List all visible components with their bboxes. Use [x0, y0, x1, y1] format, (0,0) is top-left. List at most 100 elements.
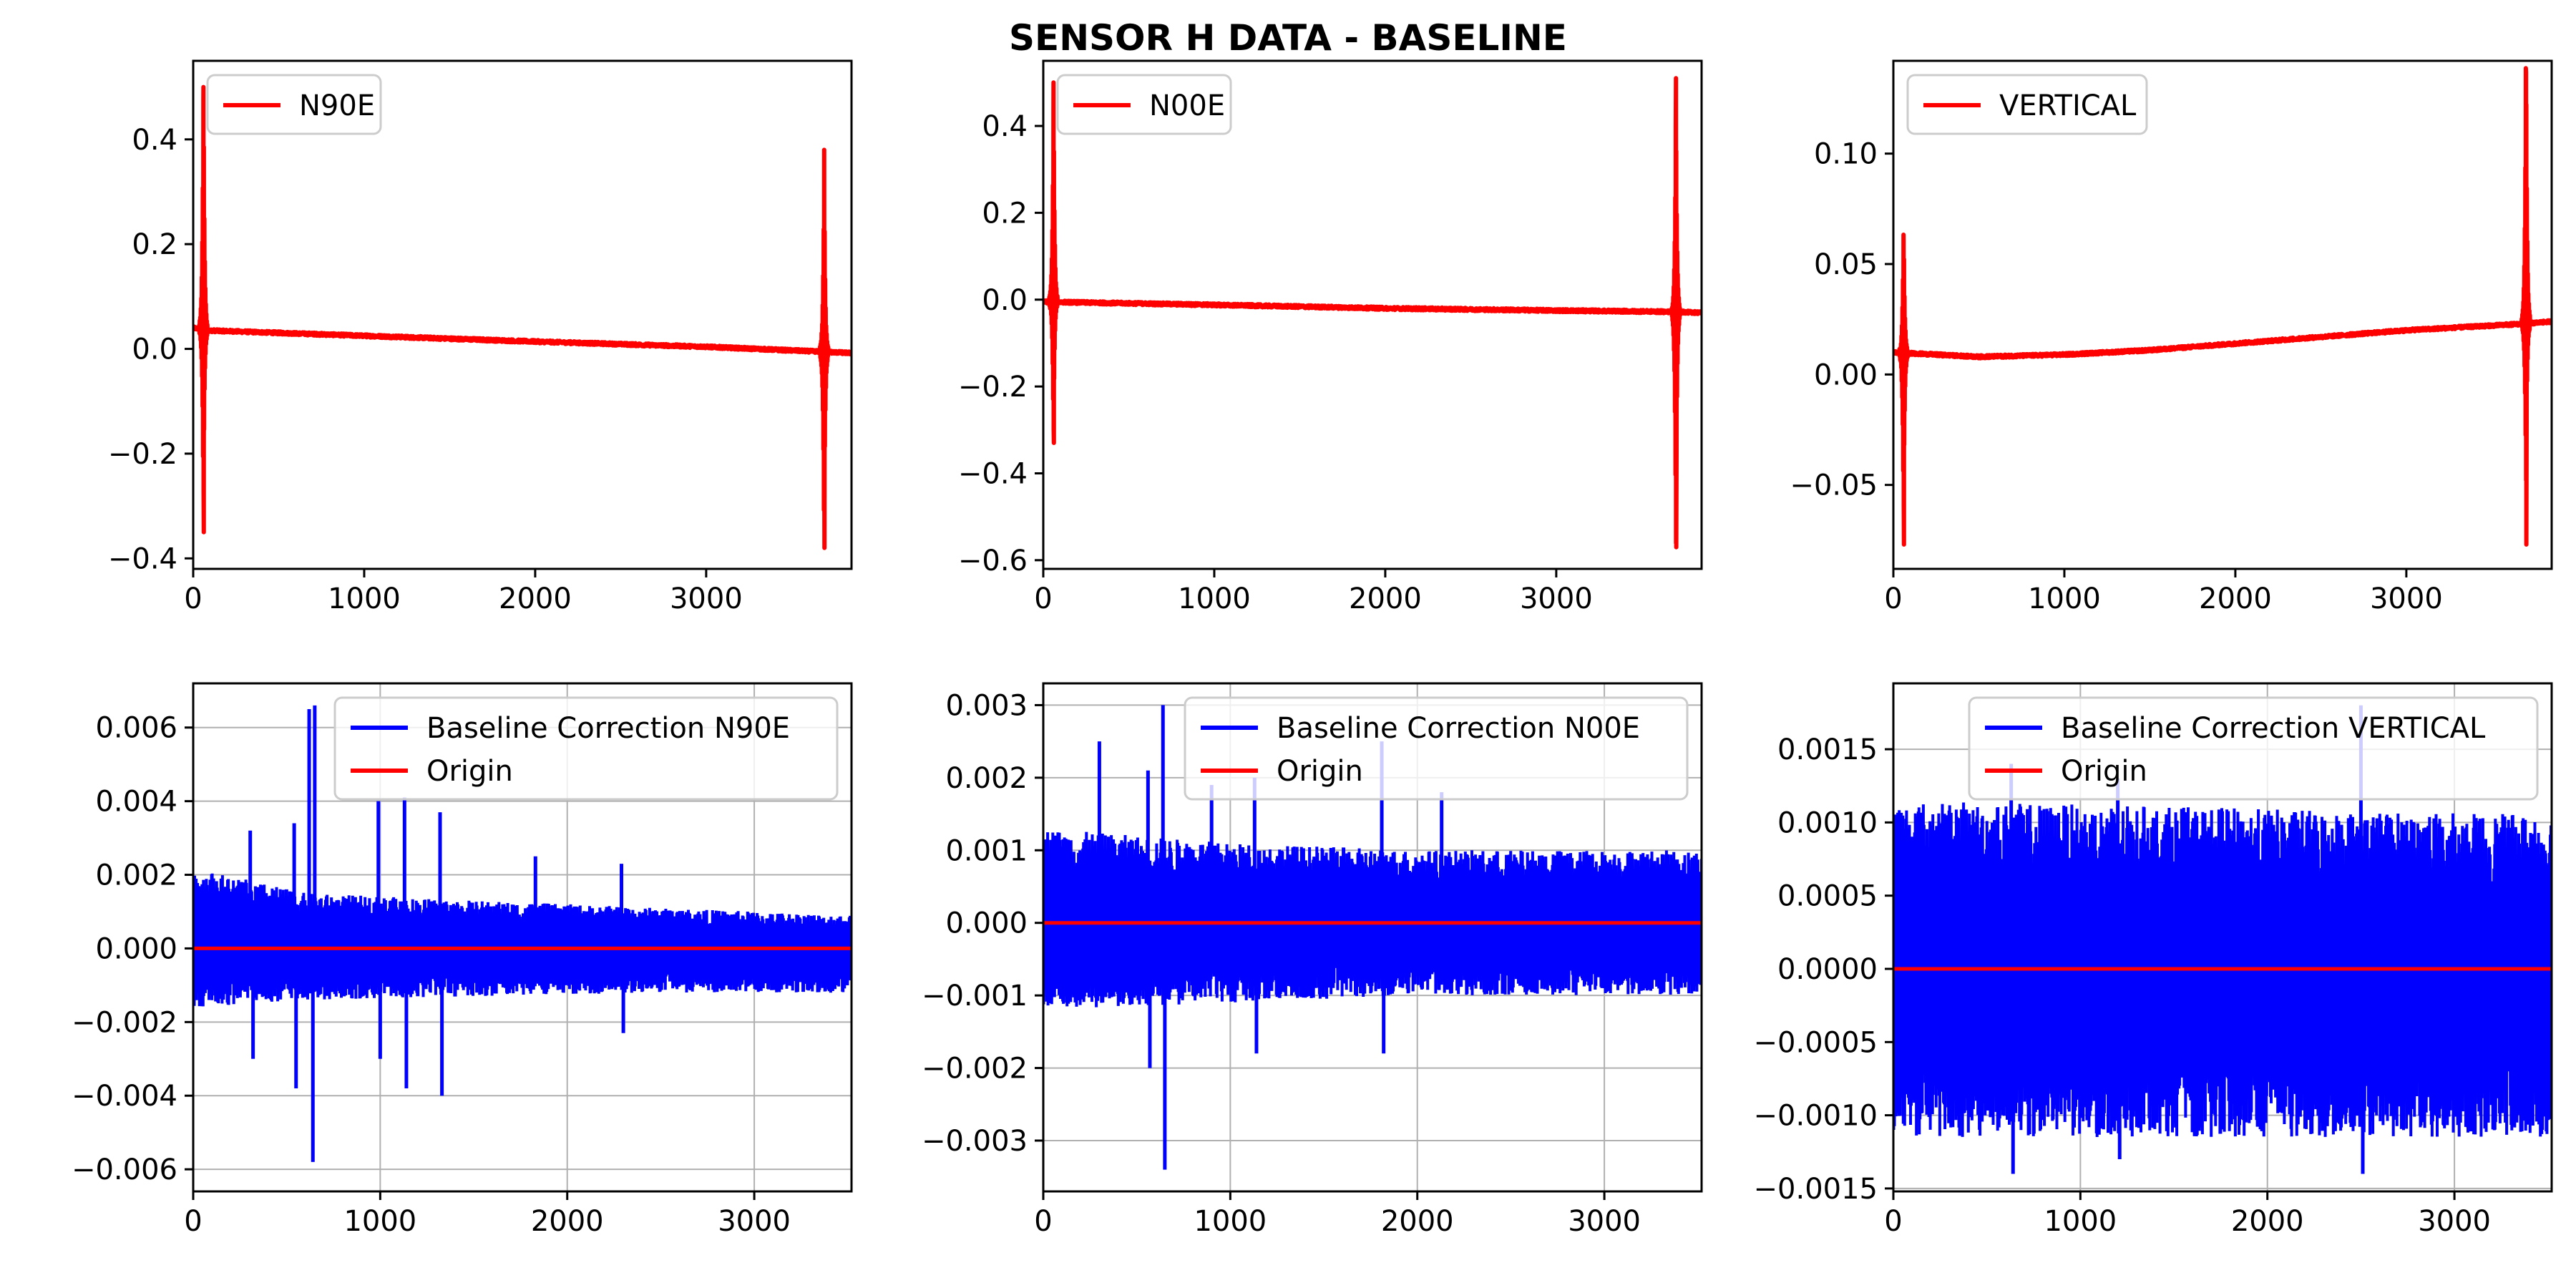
y-tick-label: −0.003 [922, 1125, 1028, 1158]
y-tick-label: −0.0015 [1754, 1173, 1878, 1206]
y-tick-label: 0.000 [95, 932, 177, 965]
axes-frame [1892, 59, 2553, 570]
y-tick-label: 0.0010 [1777, 806, 1878, 839]
x-tick-label: 2000 [2199, 582, 2272, 615]
subplot-5: 0 1000 2000 3000 −0.003 −0.002 −0.001 0.000 0.00… [922, 682, 1703, 1238]
y-tick-label: −0.0010 [1754, 1100, 1878, 1133]
x-tick-label: 3000 [670, 582, 743, 615]
x-tick-label: 0 [1884, 582, 1902, 615]
y-tick-label: −0.006 [72, 1153, 177, 1186]
y-tick-label: −0.004 [72, 1080, 177, 1113]
y-tick-label: 0.0 [982, 284, 1028, 317]
y-tick-label: −0.0005 [1754, 1026, 1878, 1059]
series-line-baseline-correction [1043, 831, 1702, 1008]
y-tick-label: −0.002 [72, 1006, 177, 1039]
y-axis: −0.4 −0.2 0.0 0.2 0.4 [108, 124, 193, 575]
x-axis: 0 1000 2000 3000 [1034, 1191, 1641, 1238]
x-axis: 0 1000 2000 3000 [184, 569, 743, 615]
subplot-2: 0 1000 2000 3000 −0.6 −0.4 −0.2 0.0 0.2 0.4 N00E [958, 59, 1703, 615]
series-spikes [248, 705, 625, 1162]
x-tick-label: 3000 [2418, 1205, 2491, 1238]
y-tick-label: 0.2 [132, 228, 177, 261]
y-axis: −0.05 0.00 0.05 0.10 [1790, 138, 1893, 502]
legend-box [1968, 696, 2539, 801]
x-tick-label: 0 [1034, 1205, 1052, 1238]
y-tick-label: 0.10 [1814, 138, 1878, 171]
legend-label: N90E [299, 89, 375, 122]
y-tick-label: 0.4 [982, 110, 1028, 143]
subplot-4: 0 1000 2000 3000 −0.006 −0.004 −0.002 0.000 0.00… [72, 682, 853, 1238]
y-tick-label: 0.0000 [1777, 953, 1878, 986]
x-tick-label: 2000 [1381, 1205, 1454, 1238]
x-tick-label: 3000 [1520, 582, 1593, 615]
plot-area [1893, 66, 2552, 547]
figure-title: SENSOR H DATA - BASELINE [1009, 17, 1567, 59]
axes-frame [192, 682, 853, 1193]
plot-area [1043, 76, 1702, 550]
subplot-grid: 0 1000 2000 3000 −0.4 −0.2 0.0 0.2 0.4 N90E 0 1000 2… [72, 59, 2553, 1238]
legend-label: Origin [2061, 755, 2147, 788]
legend: VERTICAL [1906, 74, 2148, 135]
subplot-6: 0 1000 2000 3000 −0.0015 −0.0010 −0.0005 0.0000… [1754, 682, 2553, 1238]
x-tick-label: 0 [1884, 1205, 1902, 1238]
series-spikes [1097, 705, 1444, 1170]
legend-label: N00E [1149, 89, 1225, 122]
legend-label: Baseline Correction N90E [426, 712, 790, 745]
series-line-baseline-correction [193, 873, 852, 1007]
y-tick-label: 0.004 [95, 786, 177, 819]
y-tick-label: 0.003 [945, 689, 1028, 722]
series-line-baseline-correction [1893, 802, 2552, 1138]
y-tick-label: −0.05 [1790, 469, 1878, 502]
x-axis: 0 1000 2000 3000 [184, 1191, 791, 1238]
x-axis: 0 1000 2000 3000 [1034, 569, 1593, 615]
y-axis: −0.003 −0.002 −0.001 0.000 0.001 0.002 0.003 [922, 689, 1043, 1158]
legend-label: Origin [1277, 755, 1363, 788]
y-tick-label: 0.001 [945, 834, 1028, 867]
x-tick-label: 2000 [2231, 1205, 2304, 1238]
x-tick-label: 3000 [2370, 582, 2443, 615]
x-tick-label: 1000 [1178, 582, 1251, 615]
series-line-n00e [1043, 76, 1702, 550]
legend-label: Origin [426, 755, 513, 788]
legend-box [1056, 74, 1232, 135]
y-tick-label: 0.006 [95, 712, 177, 745]
x-axis: 0 1000 2000 3000 [1884, 569, 2443, 615]
series-line-n90e [193, 84, 852, 550]
y-tick-label: 0.0 [132, 333, 177, 366]
y-axis: −0.6 −0.4 −0.2 0.0 0.2 0.4 [958, 110, 1043, 577]
x-tick-label: 2000 [499, 582, 572, 615]
y-tick-label: −0.001 [922, 980, 1028, 1013]
legend-box [333, 696, 839, 801]
x-tick-label: 1000 [328, 582, 401, 615]
y-tick-label: 0.0015 [1777, 733, 1878, 766]
legend: N00E [1056, 74, 1232, 135]
x-tick-label: 2000 [531, 1205, 604, 1238]
legend: N90E [206, 74, 382, 135]
legend-label: Baseline Correction N00E [1277, 712, 1640, 745]
legend-box [206, 74, 382, 135]
y-tick-label: −0.2 [108, 438, 177, 471]
axes-frame [1892, 682, 2553, 1193]
legend: Baseline Correction N90E Origin [333, 696, 839, 801]
y-tick-label: −0.002 [922, 1053, 1028, 1085]
y-tick-label: 0.002 [945, 762, 1028, 795]
legend-label: Baseline Correction VERTICAL [2061, 712, 2486, 745]
plot-area [1043, 705, 1702, 1170]
y-tick-label: −0.4 [108, 542, 177, 575]
series-line-vertical [1893, 66, 2552, 547]
subplot-3: 0 1000 2000 3000 −0.05 0.00 0.05 0.10 VERTICAL [1790, 59, 2553, 615]
x-tick-label: 3000 [718, 1205, 791, 1238]
x-tick-label: 0 [184, 582, 202, 615]
x-tick-label: 2000 [1349, 582, 1422, 615]
x-tick-label: 1000 [2028, 582, 2101, 615]
y-tick-label: 0.2 [982, 197, 1028, 230]
x-tick-label: 1000 [1194, 1205, 1267, 1238]
legend-box [1184, 696, 1689, 801]
x-tick-label: 3000 [1568, 1205, 1641, 1238]
axes-frame [1042, 682, 1703, 1193]
x-tick-label: 0 [184, 1205, 202, 1238]
y-tick-label: −0.2 [958, 371, 1028, 404]
plot-area [193, 84, 852, 550]
y-tick-label: 0.00 [1814, 358, 1878, 391]
